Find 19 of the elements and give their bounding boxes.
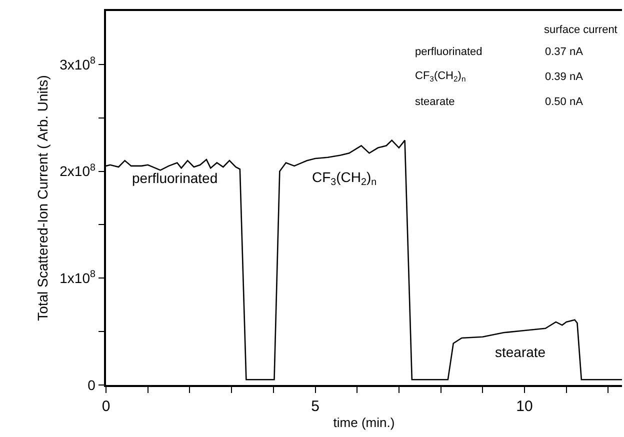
y-axis-title: Total Scattered-Ion Current ( Arb. Units): [34, 75, 51, 321]
annotation: stearate: [415, 96, 455, 108]
y-tick-label: 1x10$^{8}$: [60, 269, 96, 286]
y-tick-label: 2x10$^{8}$: [60, 162, 96, 180]
y-tick-label: 0: [88, 376, 96, 393]
annotation: perfluorinated: [415, 46, 482, 58]
annotation: 0.39 nA: [545, 71, 584, 83]
annotation: surface current: [544, 24, 618, 36]
x-tick-label: 5: [311, 398, 320, 415]
x-tick-label: 10: [516, 398, 533, 415]
annotation: 0.50 nA: [545, 96, 584, 108]
annotation: stearate: [495, 344, 546, 360]
annotation: 0.37 nA: [545, 46, 584, 58]
annotation: CF$_{3}$(CH$_{2}$)$_{n}$: [415, 70, 466, 84]
annotation: perfluorinated: [132, 170, 218, 186]
annotation: CF$_{3}$(CH$_{2}$)$_{n}$: [312, 169, 377, 188]
y-tick-label: 3x10$^{8}$: [60, 55, 96, 72]
x-axis-title: time (min.): [333, 414, 395, 430]
x-tick-label: 0: [102, 398, 110, 415]
